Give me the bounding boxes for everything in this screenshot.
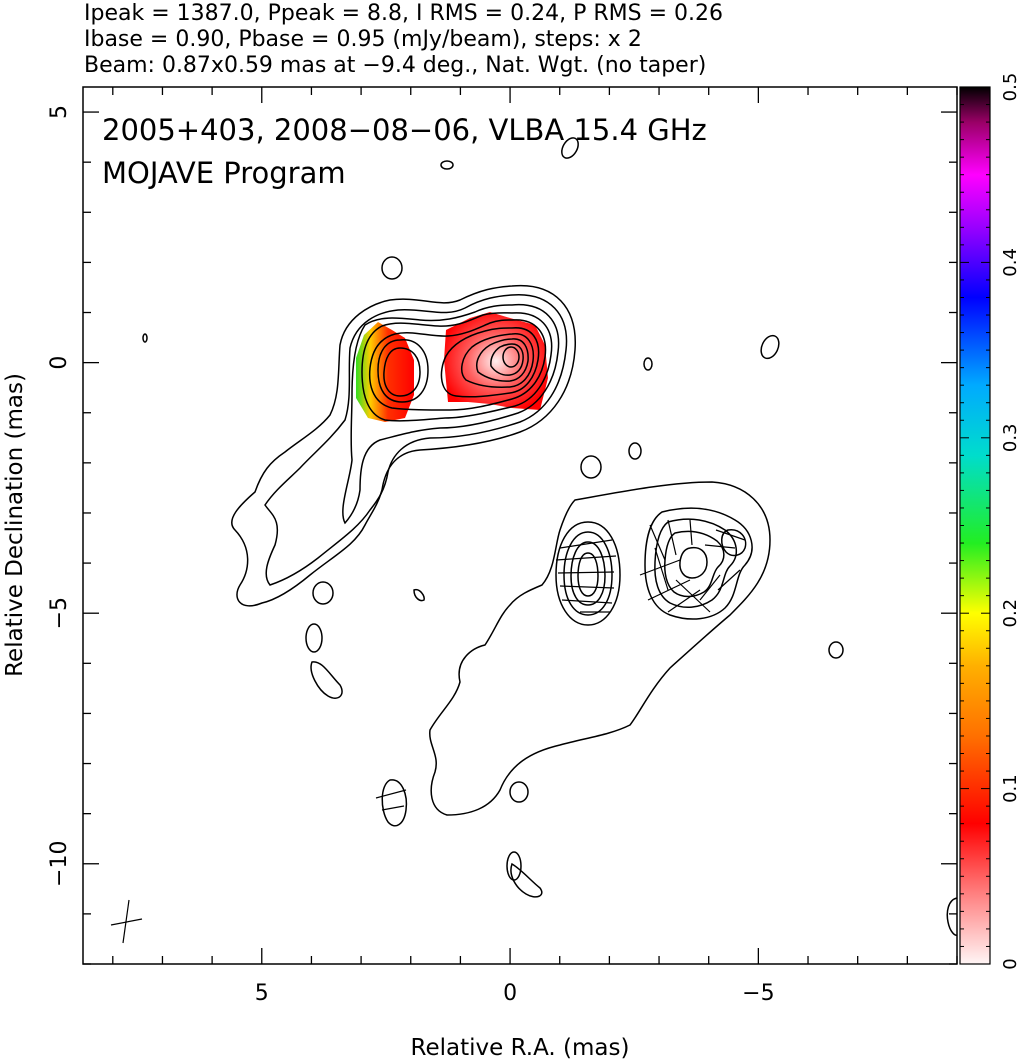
pol-vector [667,589,701,613]
contour-level-3 [342,304,560,525]
x-tick-label: −5 [742,981,774,1006]
colorbar-tick-label: 0.5 [1000,73,1021,102]
plot-frame [82,86,958,965]
y-axis-label: Relative Declination (mas) [2,373,28,677]
contour-southern-west-5 [721,529,747,557]
pol-vector [654,547,669,591]
header-line-2: Ibase = 0.90, Pbase = 0.95 (mJy/beam), s… [84,27,642,52]
pol-vector [561,599,613,604]
contour-blob-12 [828,641,844,659]
y-tick-label: −10 [47,841,72,887]
contour-core-peak [502,346,520,368]
pol-vector [704,544,736,549]
contour-blob-1 [381,256,403,280]
x-tick-label: 5 [255,981,269,1006]
contour-blob-2 [561,137,579,159]
pol-vector [689,519,693,546]
contour-southern-east-4 [577,552,599,597]
colorbar [959,86,991,965]
y-tick-label: 5 [47,105,72,119]
pol-vector [699,574,721,601]
contour-level-5 [368,319,547,411]
contour-level-6 [440,327,540,398]
header-line-3: Beam: 0.87x0.59 mas at −9.4 deg., Nat. W… [84,53,706,78]
pol-vector [559,539,613,549]
contour-knot-1-inner [383,347,421,397]
contour-level-7 [460,333,535,388]
polarization-patch-knot [356,322,414,422]
contour-outer-north [231,284,576,607]
pol-vector [557,571,615,574]
pol-vector [639,559,681,576]
program-annotation: MOJAVE Program [102,156,346,190]
contour-level-9 [490,343,524,376]
colorbar-tick-label: 0.3 [1000,423,1021,452]
contour-blob-6 [580,455,602,479]
contour-level-8 [476,338,529,382]
pol-vector [717,569,741,591]
colorbar-tick-label: 0 [1000,958,1021,969]
contour-blob-13 [381,779,408,827]
x-axis-label: Relative R.A. (mas) [411,1035,630,1061]
header-line-1: Ipeak = 1387.0, Ppeak = 8.8, I RMS = 0.2… [84,1,723,26]
contour-blob-7 [628,442,642,460]
x-tick-label: 0 [503,981,517,1006]
contour-knot-1 [377,339,429,403]
axes: 5 0 −5 5 0 −5 −10 [47,87,958,1006]
contour-blob-11 [413,588,425,602]
contour-level-2 [264,294,568,586]
contour-southern-west-2 [654,518,737,608]
colorbar-tick-label: 0.2 [1000,599,1021,628]
y-tick-label: 0 [47,356,72,370]
contour-blob-8 [312,581,334,605]
contour-southern-west-1 [644,507,753,620]
colorbar-tick-label: 0.4 [1000,248,1021,277]
contour-blob-9 [305,623,323,653]
polarization-vectors [375,519,746,811]
y-tick-label: −5 [47,597,72,629]
contour-blob-14 [509,781,529,803]
contour-blob-4 [760,334,780,360]
contour-blob-5 [643,357,653,371]
contour-blob-18 [946,897,957,936]
beam-marker [110,899,143,944]
pol-vector [675,579,711,613]
contour-blob-3 [440,160,454,170]
pol-vector [559,585,615,589]
contour-southern-east-1 [555,521,621,626]
colorbar-tick-label: 0.1 [1000,774,1021,803]
pol-vector [647,579,691,601]
pol-vector [375,789,407,799]
pol-vector [667,519,677,556]
contour-southern-east-3 [570,541,606,606]
pol-vector [715,529,746,541]
contour-level-4 [361,312,553,422]
colorbar-axis: 0 0.1 0.2 0.3 0.4 0.5 [960,73,1021,970]
contour-southern-west-4 [679,546,708,579]
pol-vector [381,805,405,811]
total-intensity-contours [142,137,957,936]
contour-blob-10 [310,661,343,699]
contour-southern-envelope [429,481,771,816]
source-annotation: 2005+403, 2008−08−06, VLBA 15.4 GHz [102,113,707,147]
beam-minor-axis [110,918,143,926]
contour-blob-16 [510,862,543,898]
pol-vector [555,555,617,561]
pol-vector [649,524,666,561]
contour-southern-west-3 [664,530,725,598]
contour-blob-17 [142,333,148,343]
